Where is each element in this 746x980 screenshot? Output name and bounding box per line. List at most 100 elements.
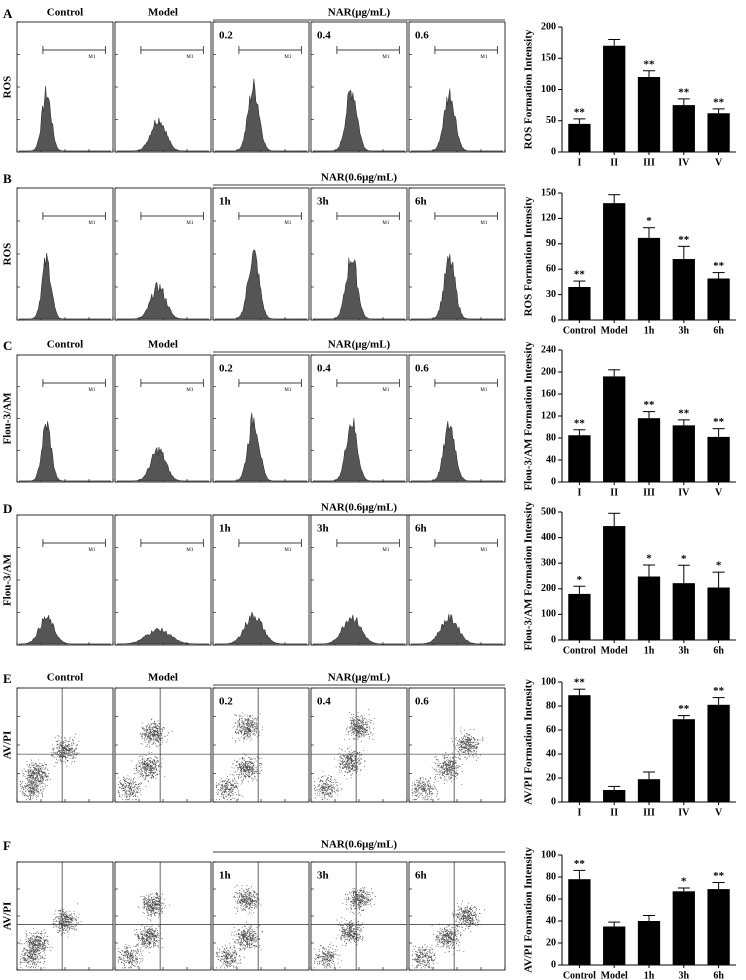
x-tick-label: 3h (679, 645, 690, 656)
histogram-shape (117, 446, 209, 482)
x-tick-label: 1h (644, 645, 655, 656)
bar (637, 418, 661, 482)
panel-letter: A (3, 6, 13, 21)
group-label: NAR(0.6μg/mL) (321, 502, 398, 514)
x-tick-label: II (610, 157, 618, 168)
x-tick-label: IV (678, 807, 690, 818)
x-tick-label: Control (563, 970, 596, 980)
bar (637, 921, 661, 965)
marker-label: M1 (284, 221, 291, 226)
y-tick-label: 120 (541, 213, 556, 224)
dot-cloud (313, 886, 376, 969)
y-tick-label: 80 (546, 871, 556, 882)
panel-label: 0.4 (317, 30, 331, 42)
marker-label: M1 (88, 221, 95, 226)
bar (603, 203, 626, 320)
x-tick-label: I (577, 487, 581, 498)
significance-label: ** (678, 234, 690, 246)
dot-cloud (19, 733, 80, 801)
panel-label: 1h (219, 870, 231, 882)
significance-label: ** (574, 106, 586, 118)
y-tick-label: 240 (541, 344, 556, 355)
bar (707, 278, 730, 320)
histogram-shape (410, 613, 503, 645)
x-tick-label: V (715, 487, 723, 498)
marker-label: M1 (284, 548, 291, 553)
histogram-shape (214, 611, 307, 645)
y-axis-label: Flou-3/AM Formation Intensity (523, 341, 535, 491)
significance-label: ** (644, 58, 656, 70)
panel-letter: E (3, 671, 12, 686)
y-tick-label: 80 (546, 432, 556, 443)
x-tick-label: 6h (713, 970, 724, 980)
bar (603, 526, 626, 640)
bar (568, 123, 591, 152)
dot-cloud (117, 892, 171, 969)
marker-label: M1 (186, 221, 193, 226)
histogram-shape (18, 614, 111, 645)
histogram-shape (19, 421, 111, 482)
bar (637, 237, 661, 320)
x-tick-label: V (715, 157, 723, 168)
panel-label: Model (148, 7, 178, 19)
bar (672, 583, 695, 640)
marker-label: M1 (480, 548, 487, 553)
y-tick-label: 40 (546, 748, 556, 759)
y-tick-label: 60 (546, 263, 556, 274)
y-tick-label: 60 (546, 893, 556, 904)
y-axis-label: Flou-3/AM Formation Intensity (523, 501, 535, 651)
panel-label: 0.2 (219, 363, 233, 375)
histogram-shape (215, 78, 307, 152)
y-tick-label: 100 (541, 84, 556, 95)
panel-letter: B (3, 171, 12, 186)
x-tick-label: IV (678, 157, 690, 168)
y-tick-label: 150 (541, 53, 556, 64)
x-tick-label: Control (563, 645, 596, 656)
histogram-shape (215, 412, 307, 482)
histogram-shape (313, 257, 405, 320)
x-tick-label: Model (601, 645, 628, 656)
marker-label: M1 (88, 388, 95, 393)
histogram-shape (19, 86, 111, 152)
y-axis-label: AV/PI Formation Intensity (523, 847, 535, 973)
marker-label: M1 (480, 388, 487, 393)
row-label: Flou-3/AM (2, 392, 14, 445)
bar (568, 286, 591, 320)
x-tick-label: Control (563, 325, 596, 336)
y-tick-label: 0 (551, 476, 556, 487)
y-tick-label: 160 (541, 388, 556, 399)
significance-label: ** (713, 260, 725, 272)
dot-cloud (411, 727, 484, 801)
y-tick-label: 0 (551, 959, 556, 970)
bar (707, 436, 730, 482)
marker-label: M1 (88, 55, 95, 60)
flow-panel (16, 514, 114, 646)
histogram-shape (411, 253, 503, 320)
y-tick-label: 40 (546, 915, 556, 926)
bar (568, 593, 591, 640)
panel-label: 0.6 (415, 363, 429, 375)
y-tick-label: 100 (541, 849, 556, 860)
bar (568, 435, 591, 482)
panel-label: Control (47, 672, 83, 684)
y-tick-label: 30 (546, 289, 556, 300)
flow-panel (16, 354, 114, 483)
marker-label: M1 (480, 55, 487, 60)
panel-label: Control (47, 7, 83, 19)
bar (603, 376, 626, 482)
significance-label: ** (644, 399, 656, 411)
dot-cloud (215, 712, 263, 801)
histogram-shape (313, 89, 405, 152)
bar (603, 790, 626, 802)
marker-label: M1 (382, 388, 389, 393)
bar (637, 77, 661, 152)
group-label: NAR(μg/mL) (328, 672, 391, 684)
histogram-shape (411, 88, 503, 152)
bar (672, 425, 695, 482)
x-tick-label: III (643, 487, 655, 498)
x-tick-label: IV (678, 487, 690, 498)
significance-label: ** (713, 870, 725, 882)
row-label: ROS (2, 243, 14, 266)
y-tick-label: 500 (541, 506, 556, 517)
significance-label: * (681, 553, 687, 565)
